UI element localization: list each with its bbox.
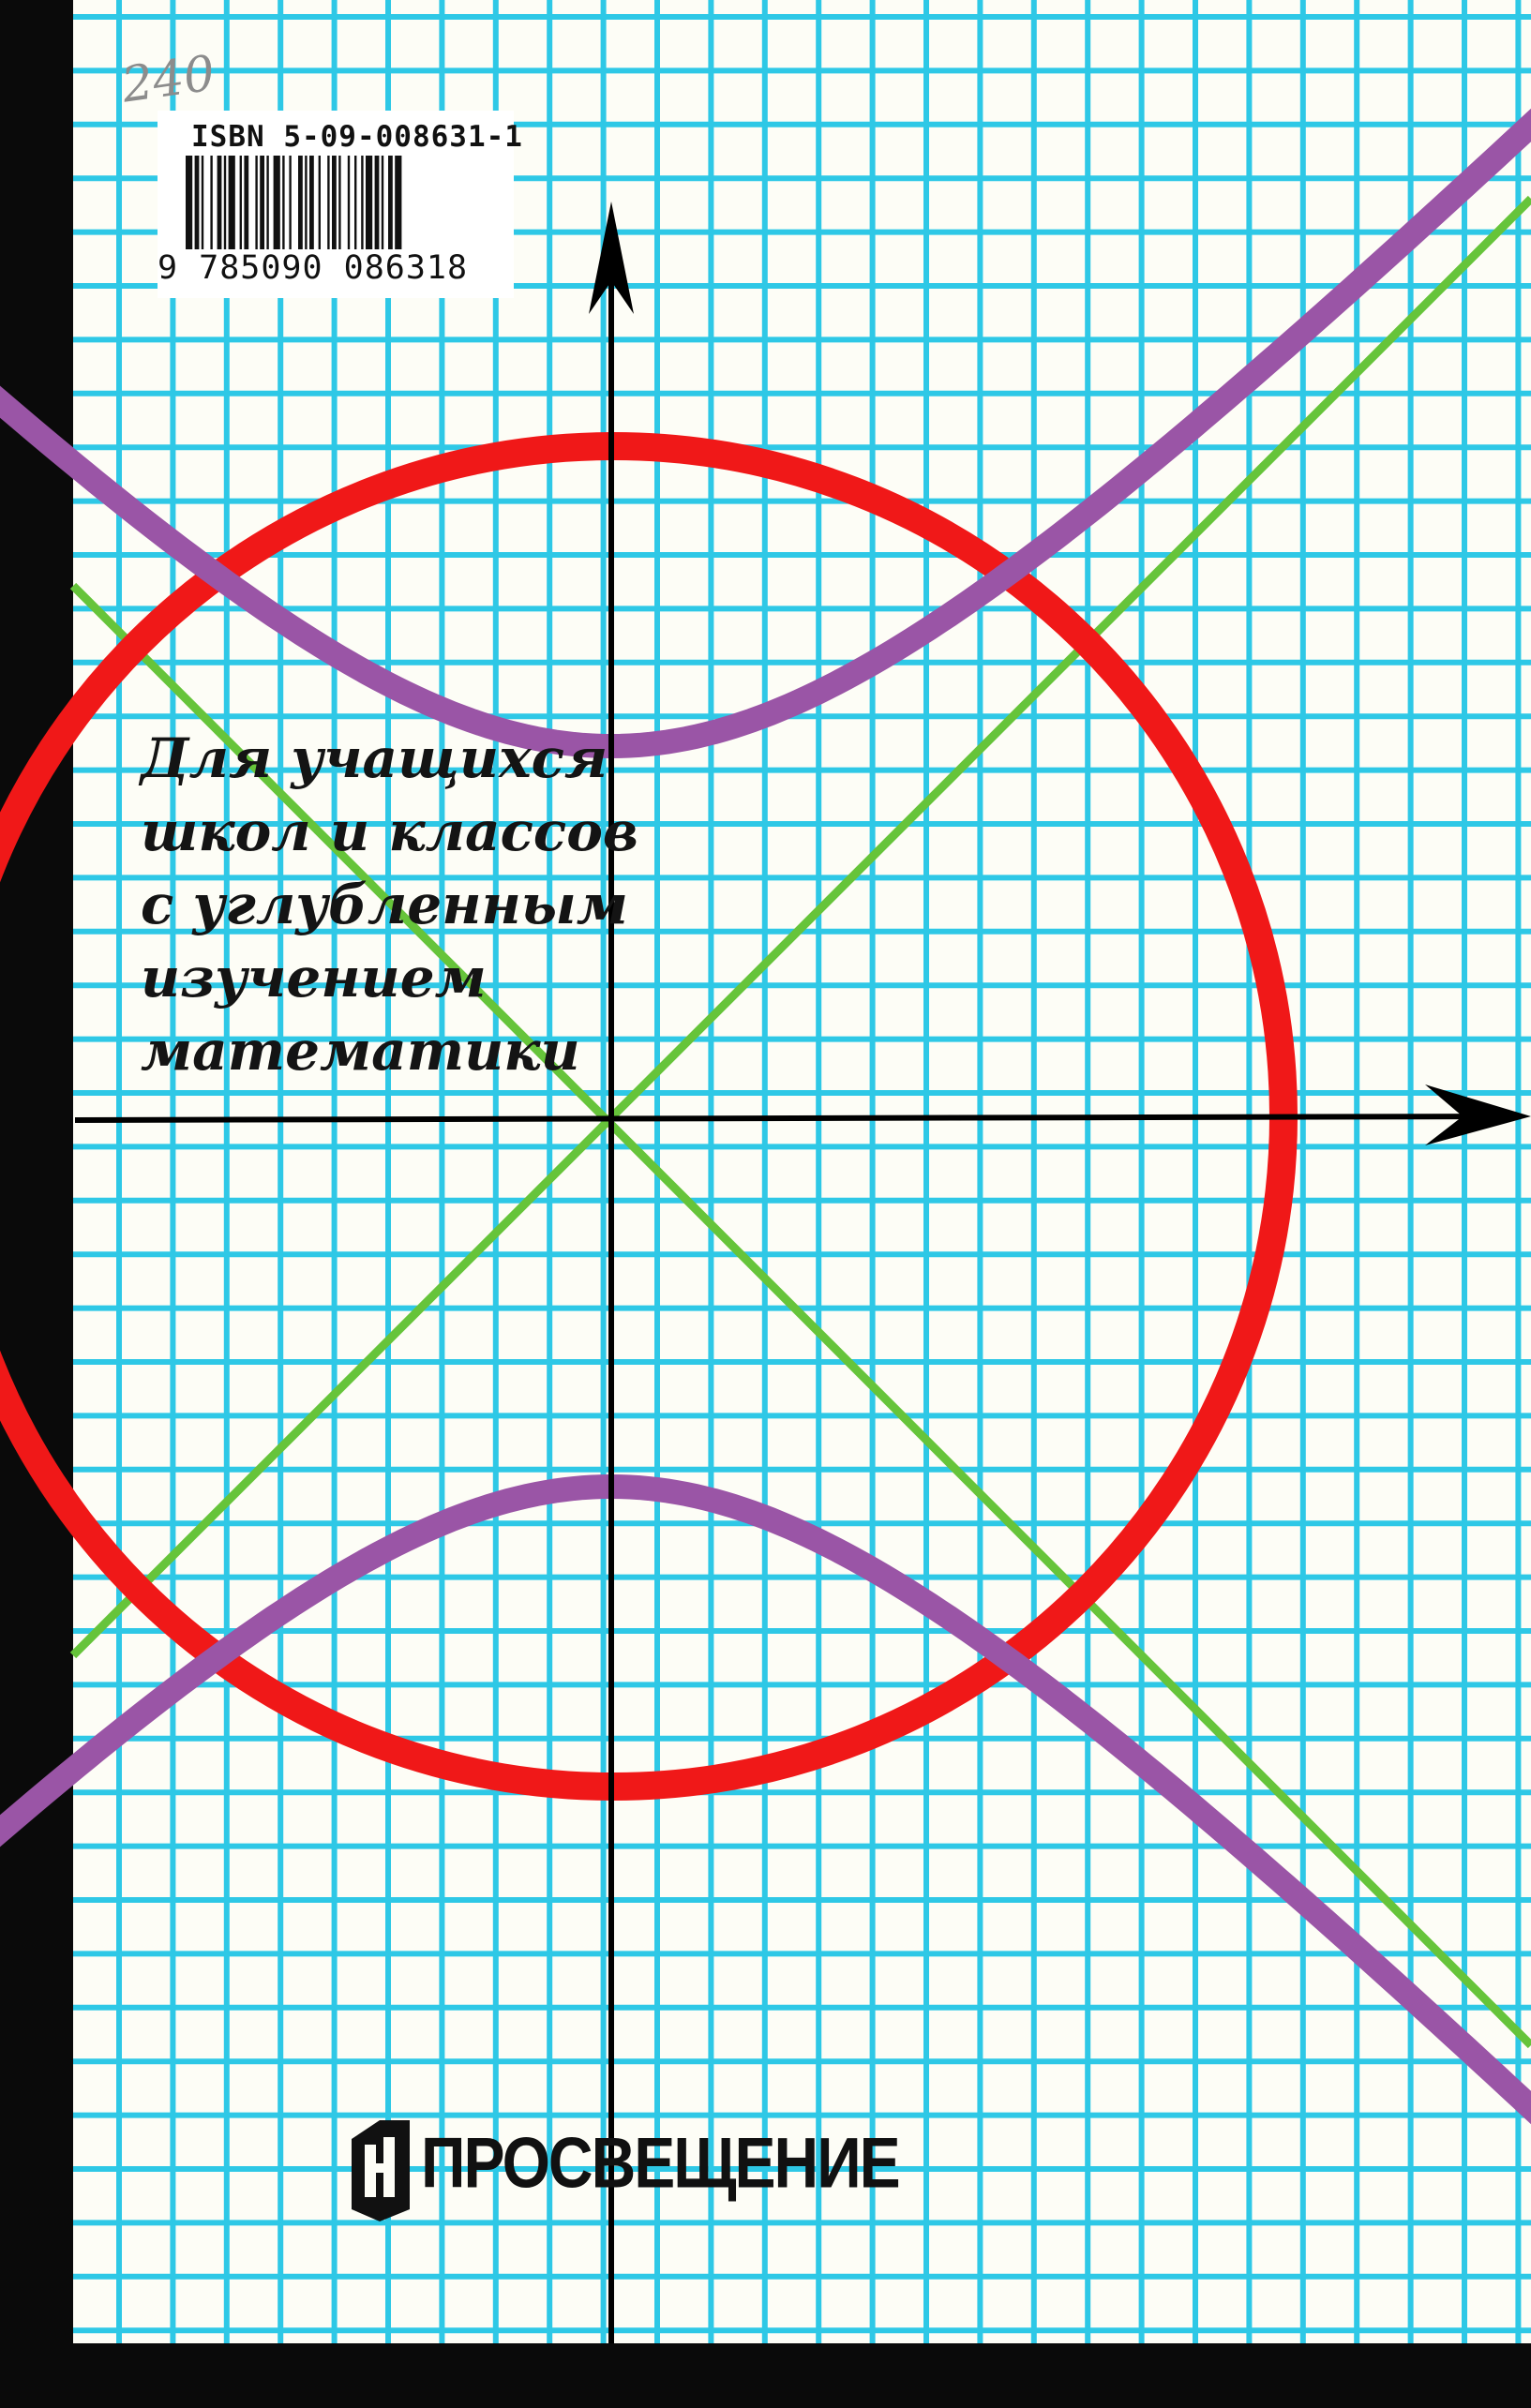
isbn-number: ISBN 5-09-008631-1 xyxy=(191,120,523,154)
barcode-bar xyxy=(260,156,264,249)
barcode-bar xyxy=(347,156,351,249)
barcode-bar xyxy=(327,156,330,249)
barcode-bar xyxy=(255,156,258,249)
audience-line: математики xyxy=(141,1019,580,1083)
barcode-bar xyxy=(298,156,303,249)
barcode-bar xyxy=(354,156,357,249)
barcode-bar xyxy=(186,156,193,249)
barcode-bar xyxy=(361,156,364,249)
barcode-bar xyxy=(244,156,249,249)
barcode-bar xyxy=(194,156,200,249)
cover-page xyxy=(73,0,1531,2343)
publisher-name: ПРОСВЕЩЕНИЕ xyxy=(421,2122,901,2203)
barcode-bar xyxy=(381,156,384,249)
barcode-bar xyxy=(309,156,314,249)
asymptote-falling xyxy=(69,582,1531,2049)
barcode-bar xyxy=(228,156,235,249)
barcode-bar xyxy=(395,156,402,249)
barcode-bar xyxy=(210,156,213,249)
barcode-bar xyxy=(338,156,341,249)
audience-statement: Для учащихся школ и классов с углубленны… xyxy=(141,722,666,1087)
hyperbola-upper-branch xyxy=(0,108,1531,759)
hyperbola-lower-branch xyxy=(0,1473,1531,2125)
prosveshchenie-logo-icon xyxy=(352,2120,410,2221)
barcode-bar xyxy=(318,156,321,249)
barcode-bar xyxy=(273,156,280,249)
barcode-bar xyxy=(201,156,204,249)
x-axis xyxy=(74,1114,1510,1123)
barcode-bar xyxy=(217,156,222,249)
barcode-bar xyxy=(374,156,380,249)
audience-line: изучением xyxy=(141,946,487,1010)
barcode-bar xyxy=(289,156,292,249)
barcode-bar xyxy=(366,156,373,249)
barcode-digits: 9 785090 086318 xyxy=(158,249,469,287)
barcode-icon xyxy=(186,156,402,249)
publisher-logo: ПРОСВЕЩЕНИЕ xyxy=(352,2120,901,2205)
barcode-bar xyxy=(266,156,269,249)
audience-line: школ и классов xyxy=(141,800,639,863)
asymptote-lines xyxy=(69,195,1531,2049)
x-axis-arrow-icon xyxy=(1425,1084,1531,1145)
audience-line: Для учащихся xyxy=(141,726,608,790)
barcode-bar xyxy=(388,156,393,249)
barcode-bar xyxy=(305,156,308,249)
barcode-bar xyxy=(332,156,337,249)
isbn-barcode-block: ISBN 5-09-008631-1 9 785090 086318 xyxy=(158,111,522,298)
asymptote-rising xyxy=(69,195,1531,1659)
coordinate-axes xyxy=(74,234,1510,2343)
barcode-bar xyxy=(223,156,227,249)
barcode-bar xyxy=(282,156,285,249)
audience-line: с углубленным xyxy=(141,873,628,936)
y-axis-arrow-icon xyxy=(589,202,634,314)
barcode-bar xyxy=(239,156,242,249)
